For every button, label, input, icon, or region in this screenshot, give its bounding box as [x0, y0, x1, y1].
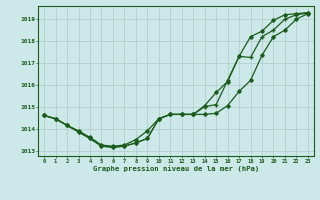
X-axis label: Graphe pression niveau de la mer (hPa): Graphe pression niveau de la mer (hPa)	[93, 165, 259, 172]
